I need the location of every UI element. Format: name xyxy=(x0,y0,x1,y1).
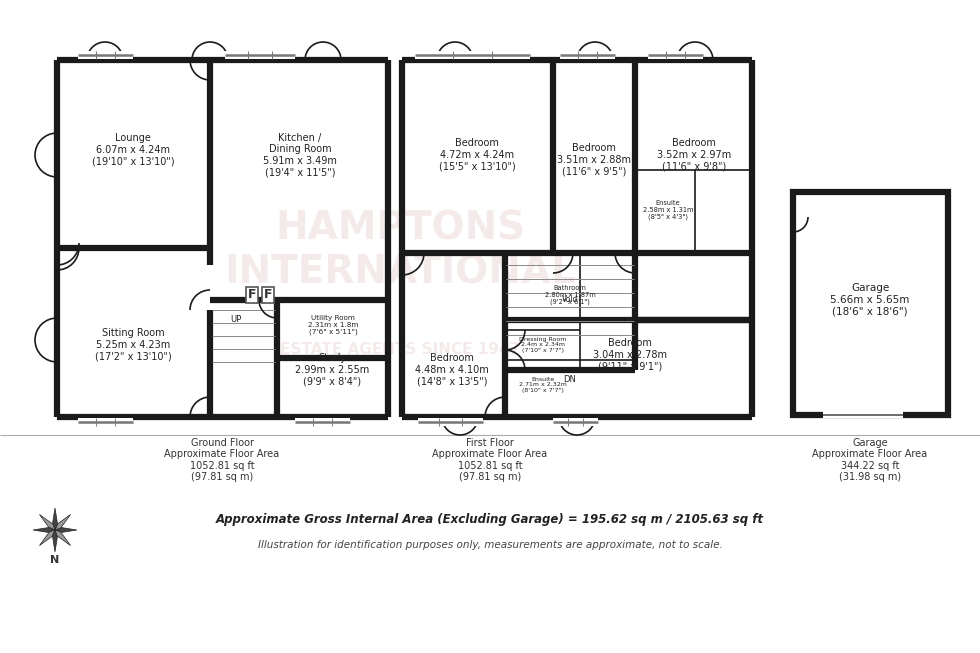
Bar xyxy=(415,51,530,59)
Text: DN: DN xyxy=(564,375,576,385)
Polygon shape xyxy=(52,508,58,530)
Text: Bedroom
3.51m x 2.88m
(11'6" x 9'5"): Bedroom 3.51m x 2.88m (11'6" x 9'5") xyxy=(557,144,631,176)
Text: Bedroom
4.72m x 4.24m
(15'5" x 13'10"): Bedroom 4.72m x 4.24m (15'5" x 13'10") xyxy=(439,138,515,172)
Bar xyxy=(823,410,903,418)
Text: Ensuite
2.58m x 1.31m
(8'5" x 4'3"): Ensuite 2.58m x 1.31m (8'5" x 4'3") xyxy=(643,200,693,220)
Text: Approximate Gross Internal Area (Excluding Garage) = 195.62 sq m / 2105.63 sq ft: Approximate Gross Internal Area (Excludi… xyxy=(216,513,764,526)
Text: Void: Void xyxy=(562,296,578,304)
Polygon shape xyxy=(52,530,58,552)
Text: Kitchen /
Dining Room
5.91m x 3.49m
(19'4" x 11'5"): Kitchen / Dining Room 5.91m x 3.49m (19'… xyxy=(263,133,337,178)
Text: Dressing Room
2.4m x 2.34m
(7'10" x 7'7"): Dressing Room 2.4m x 2.34m (7'10" x 7'7"… xyxy=(519,337,566,353)
Text: Garage
Approximate Floor Area
344.22 sq ft
(31.98 sq m): Garage Approximate Floor Area 344.22 sq … xyxy=(812,438,927,483)
Polygon shape xyxy=(33,528,55,533)
Polygon shape xyxy=(39,530,55,545)
Bar xyxy=(560,51,615,59)
Text: Utility Room
2.31m x 1.8m
(7'6" x 5'11"): Utility Room 2.31m x 1.8m (7'6" x 5'11") xyxy=(308,315,358,335)
Polygon shape xyxy=(55,530,71,545)
Bar xyxy=(78,418,133,426)
Text: Bedroom
4.48m x 4.10m
(14'8" x 13'5"): Bedroom 4.48m x 4.10m (14'8" x 13'5") xyxy=(416,353,489,387)
Bar xyxy=(225,51,295,59)
Bar xyxy=(793,192,948,415)
Bar xyxy=(648,51,703,59)
Polygon shape xyxy=(39,515,55,530)
Text: Illustration for identification purposes only, measurements are approximate, not: Illustration for identification purposes… xyxy=(258,540,722,550)
Text: Bedroom
3.04m x 2.78m
(9'11" x 9'1"): Bedroom 3.04m x 2.78m (9'11" x 9'1") xyxy=(593,338,667,372)
Polygon shape xyxy=(55,528,77,533)
Text: Bedroom
3.52m x 2.97m
(11'6" x 9'8"): Bedroom 3.52m x 2.97m (11'6" x 9'8") xyxy=(657,138,731,172)
Text: Ensuite
2.71m x 2.32m
(8'10" x 7'7"): Ensuite 2.71m x 2.32m (8'10" x 7'7") xyxy=(519,377,567,393)
Text: ESTATE AGENTS SINCE 1947: ESTATE AGENTS SINCE 1947 xyxy=(280,343,520,357)
Bar xyxy=(553,418,598,426)
Polygon shape xyxy=(55,515,71,530)
Text: Garage
5.66m x 5.65m
(18'6" x 18'6"): Garage 5.66m x 5.65m (18'6" x 18'6") xyxy=(830,283,909,317)
Text: HAMPTONS
INTERNATIONAL: HAMPTONS INTERNATIONAL xyxy=(224,209,576,291)
Bar xyxy=(78,51,133,59)
Text: F: F xyxy=(264,289,272,302)
Text: F: F xyxy=(248,289,256,302)
Text: UP: UP xyxy=(230,315,242,325)
Text: Ground Floor
Approximate Floor Area
1052.81 sq ft
(97.81 sq m): Ground Floor Approximate Floor Area 1052… xyxy=(165,438,279,483)
Bar xyxy=(295,418,350,426)
Text: N: N xyxy=(50,555,60,565)
Text: Bathroom
2.80m x 1.87m
(9'2" x 6'1"): Bathroom 2.80m x 1.87m (9'2" x 6'1") xyxy=(545,285,596,305)
Text: Lounge
6.07m x 4.24m
(19'10" x 13'10"): Lounge 6.07m x 4.24m (19'10" x 13'10") xyxy=(92,133,174,167)
Text: First Floor
Approximate Floor Area
1052.81 sq ft
(97.81 sq m): First Floor Approximate Floor Area 1052.… xyxy=(432,438,548,483)
Text: Study
2.99m x 2.55m
(9'9" x 8'4"): Study 2.99m x 2.55m (9'9" x 8'4") xyxy=(295,353,369,387)
Bar xyxy=(418,418,483,426)
Text: Sitting Room
5.25m x 4.23m
(17'2" x 13'10"): Sitting Room 5.25m x 4.23m (17'2" x 13'1… xyxy=(95,328,172,362)
